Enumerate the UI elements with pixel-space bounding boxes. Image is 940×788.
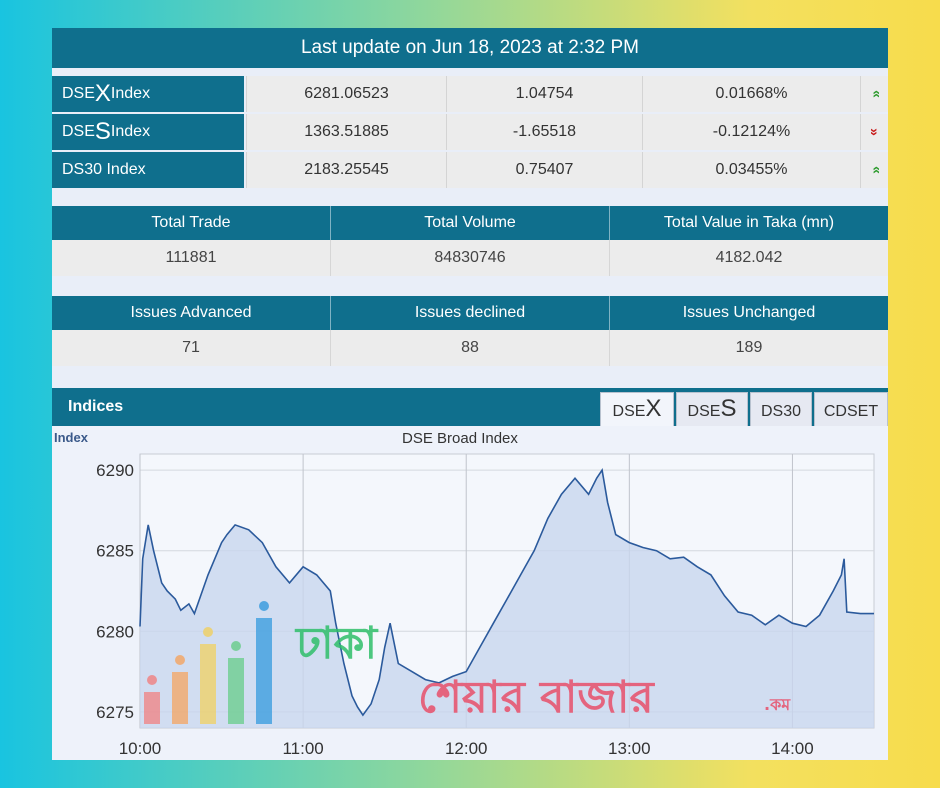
total-volume-header: Total Volume <box>330 206 609 240</box>
last-update-banner: Last update on Jun 18, 2023 at 2:32 PM <box>52 28 888 68</box>
logo-bar <box>228 658 244 724</box>
index-row-ds30[interactable]: DS30 Index 2183.25545 0.75407 0.03455% » <box>52 152 888 188</box>
tab-cdset[interactable]: CDSET <box>814 392 888 426</box>
tab-dsex[interactable]: DSE X <box>600 392 674 426</box>
trend-down-icon: » <box>860 114 888 150</box>
x-tick-label: 14:00 <box>771 739 814 758</box>
index-percent: -0.12124% <box>642 114 860 150</box>
index-letter: S <box>94 118 111 145</box>
index-prefix: DSE <box>62 123 95 140</box>
indices-title: Indices <box>68 398 124 415</box>
logo-dot <box>147 675 157 685</box>
index-row-dses[interactable]: DSE S Index 1363.51885 -1.65518 -0.12124%… <box>52 114 888 150</box>
logo-bar <box>256 618 272 724</box>
index-suffix: Index <box>110 85 151 102</box>
issues-unchanged-value: 189 <box>609 330 888 366</box>
index-name: DS30 Index <box>52 152 244 188</box>
tab-ds30[interactable]: DS30 <box>750 392 812 426</box>
index-line-chart: 6290 6285 6280 6275 10:00 11:00 12:00 13:00 14:0… <box>96 453 875 758</box>
index-change: 0.75407 <box>446 152 642 188</box>
index-percent: 0.01668% <box>642 76 860 112</box>
index-name: DSE S Index <box>52 114 244 150</box>
logo-bar <box>172 672 188 724</box>
watermark-suffix: .কম <box>764 695 791 714</box>
index-prefix: DS30 Index <box>62 161 146 178</box>
index-prefix: DSE <box>62 85 95 102</box>
index-letter: X <box>94 80 111 107</box>
y-tick-label: 6280 <box>96 622 134 641</box>
x-tick-label: 11:00 <box>282 739 323 758</box>
total-value-value: 4182.042 <box>609 240 888 276</box>
index-value: 2183.25545 <box>246 152 446 188</box>
logo-dot <box>175 655 185 665</box>
total-volume-value: 84830746 <box>330 240 609 276</box>
issues-advanced-header: Issues Advanced <box>52 296 330 330</box>
index-chart: Index DSE Broad Index 6290 6285 6280 6275 10… <box>52 426 888 760</box>
x-tick-label: 13:00 <box>608 739 651 758</box>
x-tick-label: 12:00 <box>445 739 488 758</box>
index-table: DSE X Index 6281.06523 1.04754 0.01668% »… <box>52 76 888 190</box>
trend-up-icon: » <box>860 152 888 188</box>
last-update-text: Last update on Jun 18, 2023 at 2:32 PM <box>300 37 640 58</box>
series-line <box>139 467 874 717</box>
issues-declined-value: 88 <box>330 330 609 366</box>
y-axis-label: Index <box>54 430 88 445</box>
index-name: DSE X Index <box>52 76 244 112</box>
tab-dses[interactable]: DSE S <box>676 392 748 426</box>
total-value-header: Total Value in Taka (mn) <box>609 206 888 240</box>
watermark-line2: শেয়ার বাজার <box>418 672 655 723</box>
watermark-line1: ঢাকা <box>294 618 379 669</box>
issues-declined-header: Issues declined <box>330 296 609 330</box>
index-row-dsex[interactable]: DSE X Index 6281.06523 1.04754 0.01668% » <box>52 76 888 112</box>
y-tick-label: 6275 <box>96 703 134 722</box>
total-trade-header: Total Trade <box>52 206 330 240</box>
index-percent: 0.03455% <box>642 152 860 188</box>
logo-dot <box>259 601 269 611</box>
index-suffix: Index <box>110 123 151 140</box>
market-summary-card: Last update on Jun 18, 2023 at 2:32 PM D… <box>52 28 888 760</box>
series-area <box>140 470 874 728</box>
indices-chart-header: Indices DSE X DSE S DS30 CDSET <box>52 388 888 426</box>
index-value: 1363.51885 <box>246 114 446 150</box>
logo-bar <box>144 692 160 724</box>
y-tick-label: 6290 <box>96 461 134 480</box>
index-change: -1.65518 <box>446 114 642 150</box>
logo-dot <box>203 627 213 637</box>
y-tick-label: 6285 <box>96 542 134 561</box>
chart-title: DSE Broad Index <box>402 430 518 447</box>
x-tick-label: 10:00 <box>119 739 162 758</box>
logo-bar <box>200 644 216 724</box>
trade-stats-table: Total Trade Total Volume Total Value in … <box>52 206 888 276</box>
logo-dot <box>231 641 241 651</box>
issue-stats-table: Issues Advanced Issues declined Issues U… <box>52 296 888 366</box>
trend-up-icon: » <box>860 76 888 112</box>
issues-unchanged-header: Issues Unchanged <box>609 296 888 330</box>
total-trade-value: 111881 <box>52 240 330 276</box>
index-value: 6281.06523 <box>246 76 446 112</box>
issues-advanced-value: 71 <box>52 330 330 366</box>
index-change: 1.04754 <box>446 76 642 112</box>
